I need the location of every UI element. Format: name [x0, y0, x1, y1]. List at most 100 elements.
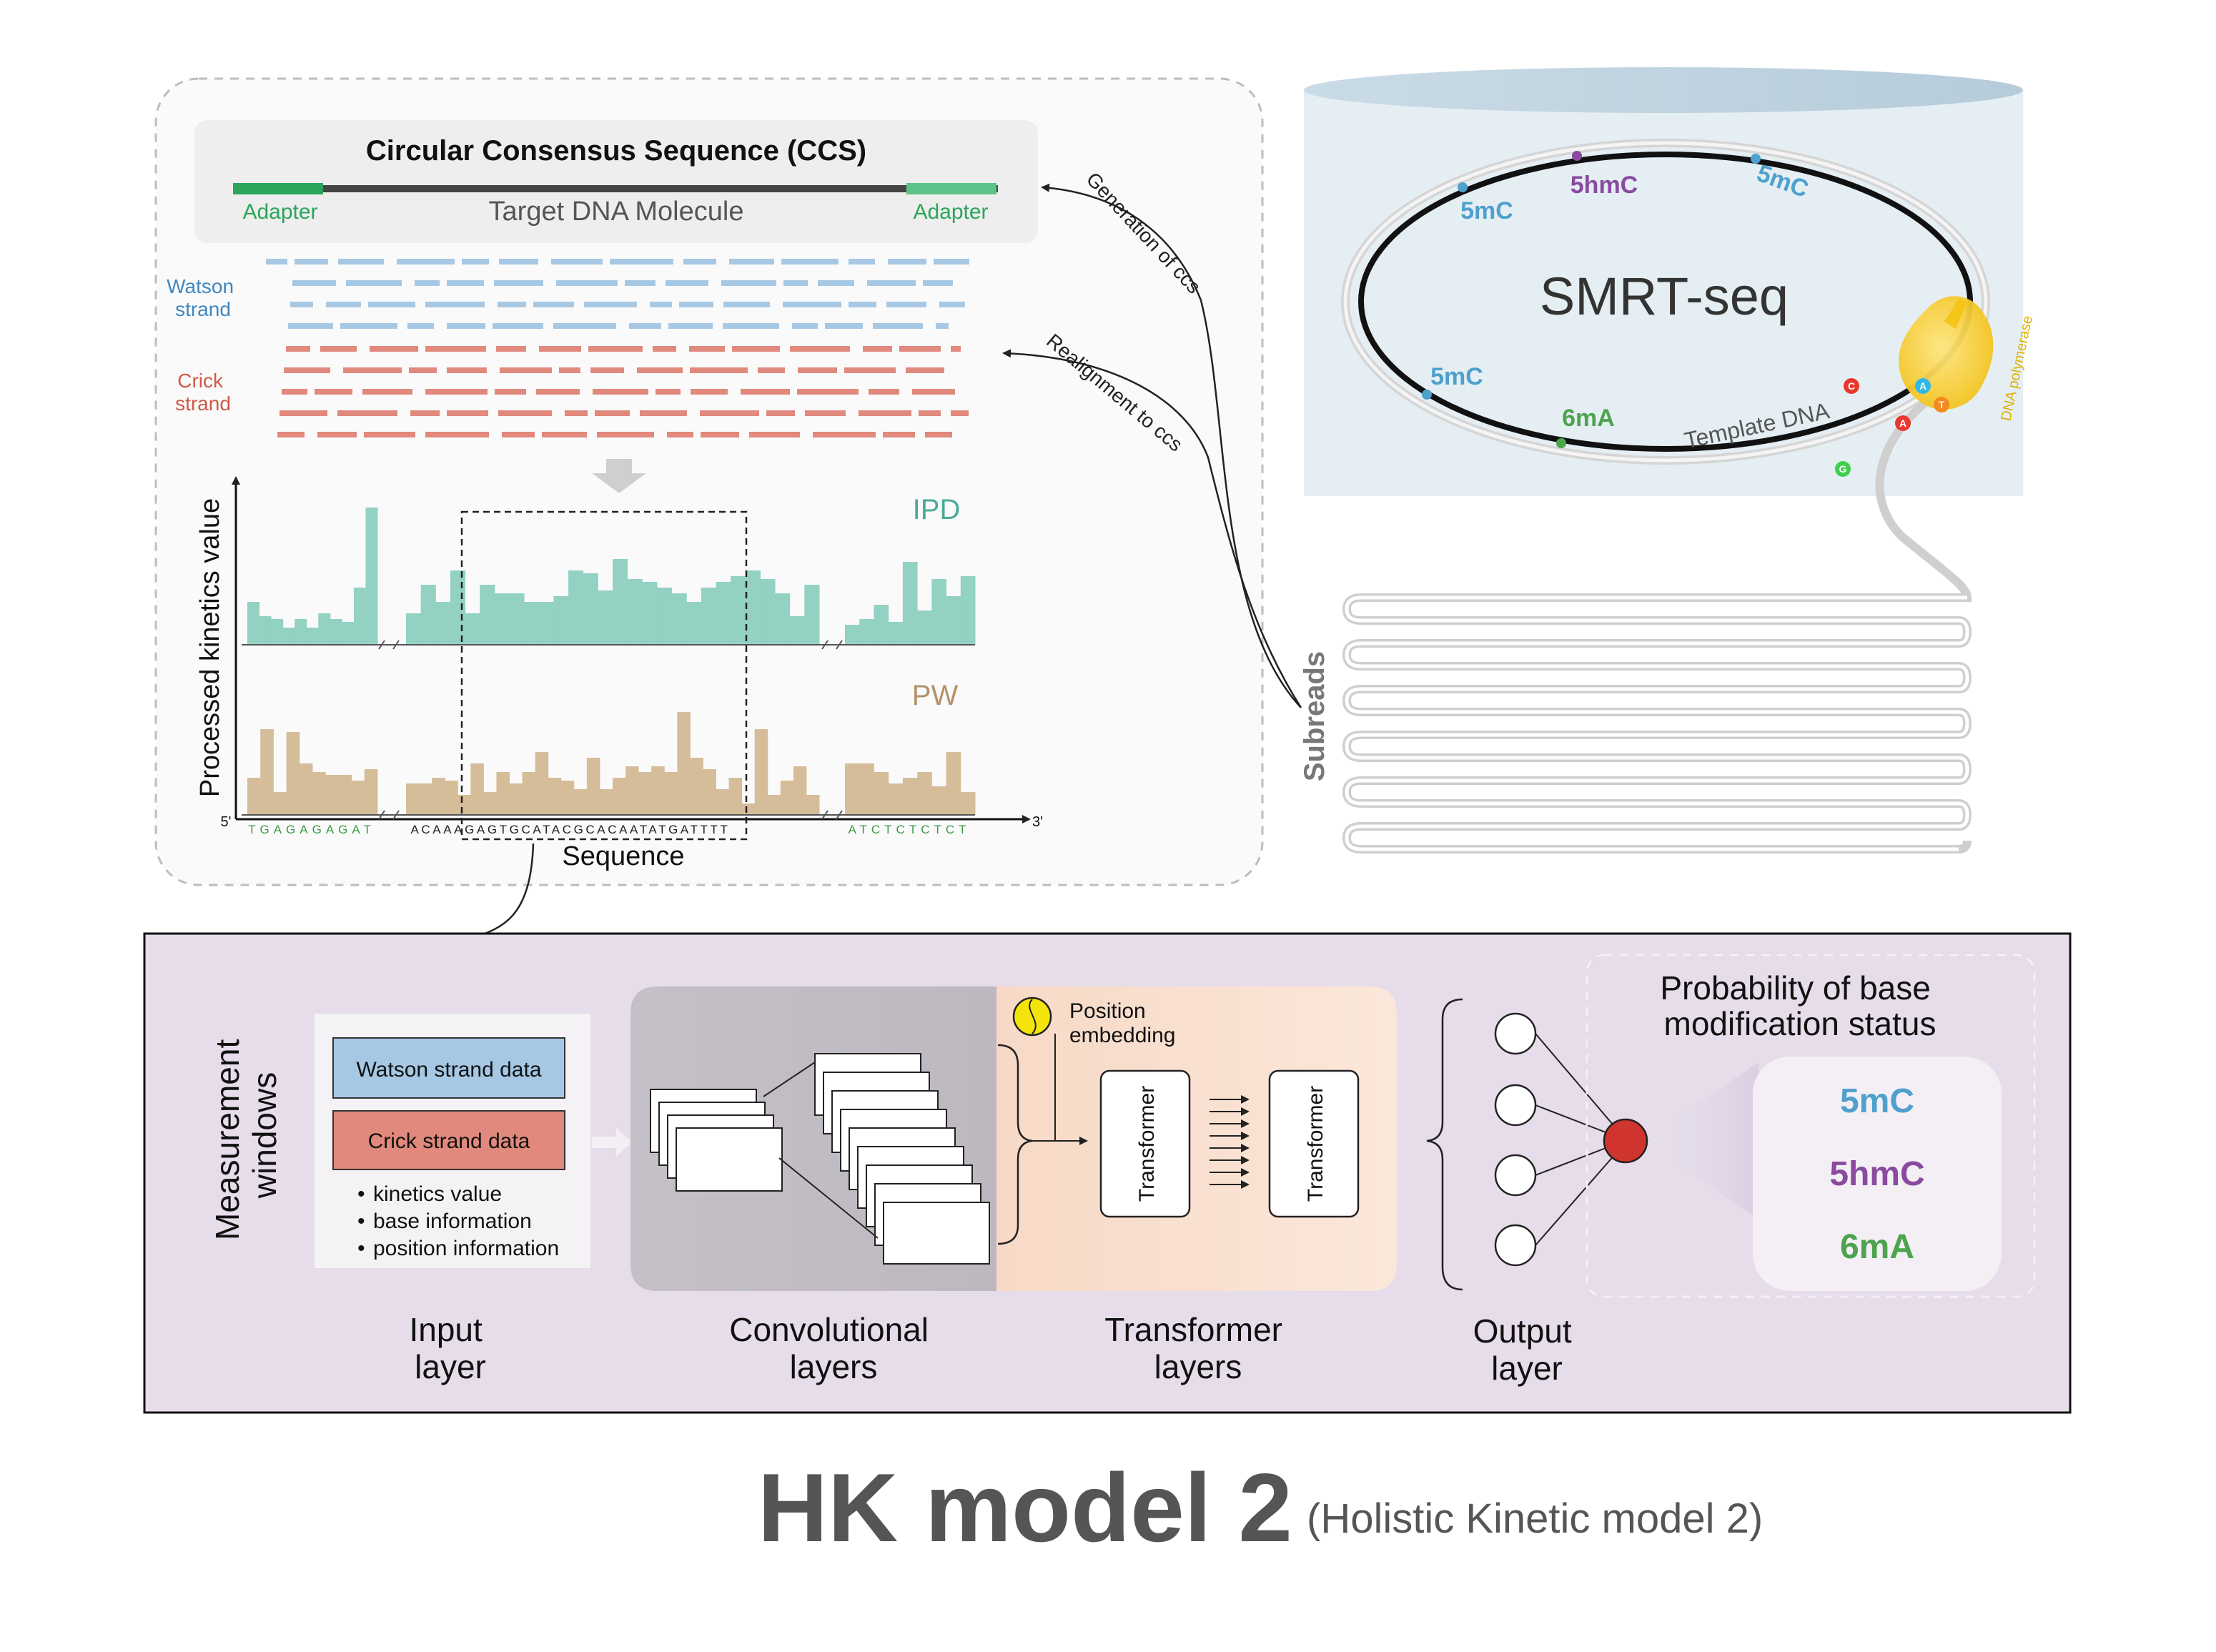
input-bullets: • kinetics value • base information • po…	[357, 1182, 559, 1260]
pw-bar	[496, 772, 510, 815]
probability-box	[1586, 954, 2036, 1298]
smrt-well-top	[1304, 67, 2023, 113]
probability-title: Probability of base modification status	[1660, 969, 1939, 1042]
ipd-bar	[613, 559, 628, 645]
pw-bar	[960, 792, 976, 815]
ccs-title: Circular Consensus Sequence (CCS)	[366, 135, 866, 167]
pw-bar	[741, 803, 756, 815]
mod-label-5mC-3: 5mC	[1430, 363, 1483, 390]
pw-bar	[286, 732, 300, 815]
ipd-bar	[656, 588, 673, 645]
subread-strand-inner	[1345, 595, 1969, 851]
class-box	[1753, 1057, 2002, 1291]
conv-link-bottom	[778, 1157, 879, 1239]
output-input-node-1	[1494, 1012, 1537, 1055]
pw-bar	[260, 729, 274, 815]
pw-bar	[247, 778, 261, 815]
pw-bar	[845, 763, 860, 815]
ipd-bar	[888, 622, 904, 645]
ipd-bar	[804, 585, 820, 645]
bullet-kinetics-text: kinetics value	[373, 1182, 502, 1206]
pw-bar	[338, 775, 352, 815]
pw-bar	[664, 772, 678, 815]
output-input-node-2	[1494, 1084, 1537, 1127]
pw-bar	[432, 778, 445, 815]
transformer-block-2	[1268, 1069, 1360, 1218]
position-embedding-wave	[1029, 999, 1037, 1034]
pw-bar	[509, 783, 523, 815]
ipd-bar	[845, 625, 860, 645]
ipd-bar	[353, 588, 366, 645]
pw-bar	[573, 789, 588, 815]
conv-layers-label: Convolutional layers	[729, 1311, 938, 1385]
ipd-bar	[598, 590, 613, 645]
ipd-bar	[259, 616, 272, 645]
nucleotide-a-red: A	[1899, 417, 1906, 429]
output-input-node-3	[1494, 1154, 1537, 1197]
bullet-base: •	[357, 1210, 365, 1233]
transformer-block-1-label: Transformer	[1135, 1086, 1159, 1202]
ipd-bar	[295, 619, 307, 645]
sequence-segment-3: ATCTCTCTCT	[848, 823, 970, 836]
ipd-bar	[365, 508, 378, 645]
ipd-bar	[960, 576, 976, 645]
ipd-bar	[282, 628, 295, 645]
pw-bar	[754, 729, 768, 815]
adapter-right-label: Adapter	[913, 200, 988, 224]
generation-arrow	[1041, 183, 1302, 708]
pw-bar	[625, 766, 639, 815]
ipd-bar	[931, 579, 947, 645]
pw-bar	[548, 778, 562, 815]
ipd-bar	[568, 570, 584, 645]
nucleotide-c: C	[1848, 380, 1855, 392]
pw-bar	[651, 766, 665, 815]
figure-title-main: HK model 2	[758, 1453, 1292, 1562]
output-node	[1603, 1118, 1648, 1164]
ipd-bar	[701, 588, 716, 645]
input-to-conv-arrow	[592, 1128, 632, 1157]
pw-bar	[902, 778, 918, 815]
ipd-bar	[642, 582, 658, 645]
five-prime-label: 5'	[221, 814, 232, 830]
pw-bar	[419, 783, 432, 815]
sequence-segment-1: TGAGAGAGAT	[248, 823, 375, 836]
pw-bar	[780, 781, 794, 815]
nucleotide-t: T	[1939, 399, 1945, 410]
nucleotide-a-blue: A	[1919, 380, 1926, 392]
pw-bar	[457, 795, 471, 815]
ipd-bar	[480, 585, 495, 645]
output-bracket	[1426, 998, 1463, 1291]
ipd-bar	[902, 562, 918, 645]
ipd-bar	[406, 613, 422, 645]
ipd-bar	[450, 570, 466, 645]
ipd-bar	[330, 619, 342, 645]
mod-label-5hmC: 5hmC	[1571, 172, 1638, 199]
ipd-bar	[731, 576, 746, 645]
ipd-bar	[342, 622, 355, 645]
ipd-bar	[465, 613, 480, 645]
mod-dot-5	[1556, 438, 1566, 448]
ipd-bar	[946, 596, 961, 645]
bullet-position: •	[357, 1237, 365, 1260]
ipd-bar	[420, 585, 436, 645]
watson-strand-label: Watson strand	[167, 275, 239, 320]
ipd-bar	[789, 616, 805, 645]
crick-strand-label: Crick strand	[175, 370, 231, 415]
ipd-bar	[874, 605, 889, 645]
position-embedding-label: Position embedding	[1069, 999, 1175, 1047]
output-layer-label: Output layer	[1473, 1312, 1581, 1387]
pw-bar	[716, 789, 730, 815]
bullet-position-text: position information	[373, 1237, 559, 1260]
ipd-bar	[671, 593, 687, 645]
read-alignments	[266, 259, 969, 437]
pw-bar	[522, 772, 536, 815]
ipd-bar	[538, 602, 554, 645]
pw-bar	[599, 789, 613, 815]
pw-bar	[299, 763, 313, 815]
mod-label-5mC-1: 5mC	[1460, 197, 1513, 224]
ipd-label: IPD	[913, 494, 961, 525]
subreads-label: Subreads	[1299, 651, 1330, 781]
pw-bar	[888, 783, 904, 815]
target-dna-label: Target DNA Molecule	[489, 197, 744, 227]
